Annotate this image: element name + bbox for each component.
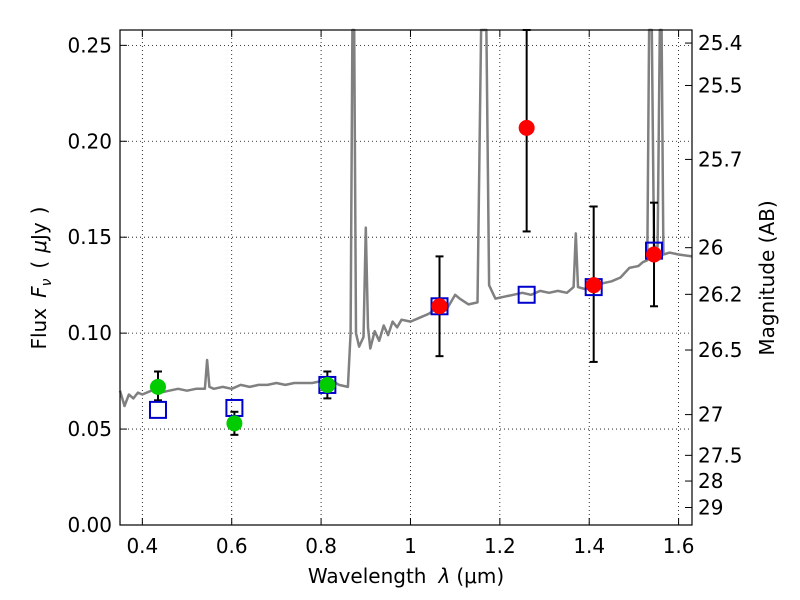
y-tick-label: 0.05 <box>67 417 112 441</box>
template-spectrum <box>118 28 693 408</box>
mag-tick-label: 29 <box>698 496 723 520</box>
x-tick-label: 1 <box>404 534 417 558</box>
y2-axis-label: Magnitude (AB) <box>755 200 779 355</box>
mag-tick-label: 25.7 <box>698 147 743 171</box>
plot-frame <box>119 29 693 526</box>
y-tick-label: 0.10 <box>67 321 112 345</box>
model-square <box>517 285 536 304</box>
mag-tick-label: 25.5 <box>698 73 743 97</box>
x-tick-label: 0.8 <box>305 534 337 558</box>
ir-point <box>646 246 663 263</box>
model-square <box>148 400 167 419</box>
ir-point <box>585 277 602 294</box>
spectrum-line <box>118 28 693 408</box>
x-tick-label: 0.4 <box>126 534 158 558</box>
x-tick-label: 1.6 <box>663 534 695 558</box>
mag-tick-label: 26.5 <box>698 338 743 362</box>
mag-tick-label: 26.2 <box>698 282 743 306</box>
mag-tick-label: 28 <box>698 469 723 493</box>
x-tick-label: 1.4 <box>573 534 605 558</box>
y-tick-label: 0.15 <box>67 225 112 249</box>
mag-tick-label: 26 <box>698 236 723 260</box>
y-axis-label: FluxFν(μJy) <box>27 206 55 349</box>
x-tick-label: 0.6 <box>216 534 248 558</box>
x-axis-label: Wavelength λ (μm) <box>308 564 504 588</box>
y-tick-label: 0.20 <box>67 129 112 153</box>
y-tick-label: 0.25 <box>67 33 112 57</box>
optical-point <box>149 378 166 395</box>
optical-point <box>319 376 336 393</box>
observed-photometry-series <box>149 119 663 432</box>
x-tick-label: 1.2 <box>484 534 516 558</box>
mag-tick-label: 27 <box>698 403 723 427</box>
mag-tick-label: 25.4 <box>698 31 743 55</box>
optical-point <box>226 415 243 432</box>
axis-ticks: 0.4 0.6 0.8 1 1.2 1.4 1.6 0.00 0.05 0.10 0.15 0.20 0… <box>67 30 743 558</box>
y-tick-label: 0.00 <box>67 513 112 537</box>
mag-tick-label: 27.5 <box>698 443 743 467</box>
ir-point <box>431 298 448 315</box>
ir-point <box>518 119 535 136</box>
